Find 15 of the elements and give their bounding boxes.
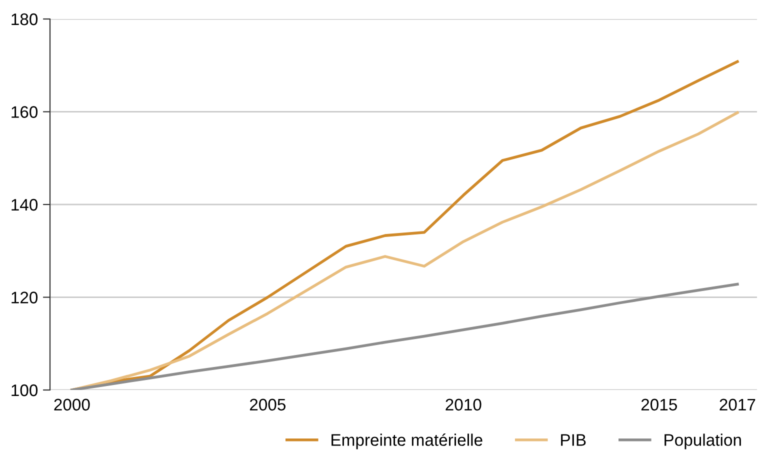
x-tick-label: 2000 xyxy=(54,398,90,411)
legend-label: Empreinte matérielle xyxy=(332,433,482,450)
y-tick-label: 100 xyxy=(12,384,38,396)
line-series xyxy=(70,111,739,390)
x-tick-label: 2017 xyxy=(720,398,756,411)
y-tick-label: 120 xyxy=(12,292,38,304)
y-tick-label: 180 xyxy=(12,13,38,26)
x-tick-label: 2010 xyxy=(446,398,482,411)
line-series xyxy=(70,282,739,390)
x-tick-label: 2015 xyxy=(641,398,677,411)
legend-label: Population xyxy=(664,434,741,450)
x-tick-label: 2005 xyxy=(250,398,286,411)
y-tick-label: 140 xyxy=(12,198,38,211)
legend-label: PIB xyxy=(561,434,586,446)
y-tick-label: 160 xyxy=(12,106,38,118)
